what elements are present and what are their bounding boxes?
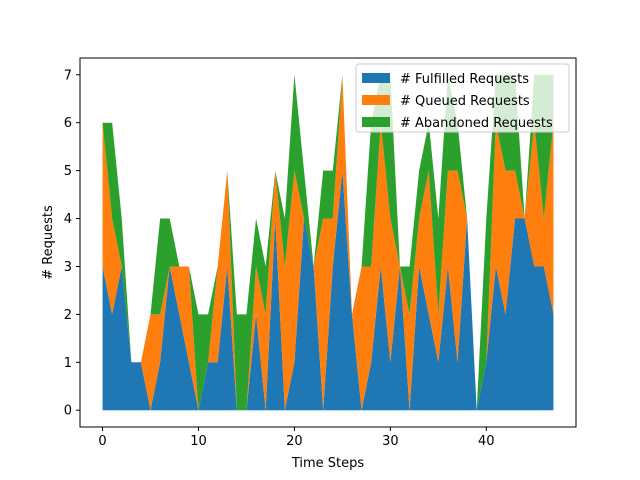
y-tick-label: 2 — [64, 308, 72, 323]
x-axis-label: Time Steps — [291, 456, 365, 471]
y-tick-label: 5 — [64, 164, 72, 179]
y-tick-label: 0 — [64, 404, 72, 419]
area-queued-requests — [102, 74, 554, 411]
y-tick-label: 3 — [64, 260, 72, 275]
x-tick-label: 20 — [286, 434, 303, 449]
legend-swatch — [362, 73, 390, 83]
x-tick-label: 40 — [478, 434, 495, 449]
y-tick-label: 6 — [64, 116, 72, 131]
y-tick-label: 7 — [64, 68, 72, 83]
legend-label: # Fulfilled Requests — [400, 72, 529, 87]
legend-swatch — [362, 117, 390, 127]
y-tick-label: 4 — [64, 212, 72, 227]
x-tick-label: 10 — [190, 434, 207, 449]
x-tick-label: 30 — [382, 434, 399, 449]
legend: # Fulfilled Requests # Queued Requests # A… — [355, 63, 570, 133]
legend-swatch — [362, 95, 390, 105]
x-tick-label: 0 — [98, 434, 106, 449]
y-axis-label: # Requests — [41, 205, 56, 280]
legend-label: # Queued Requests — [400, 94, 530, 109]
legend-box — [355, 63, 570, 133]
y-tick-label: 1 — [64, 356, 72, 371]
plot-frame — [79, 57, 577, 428]
area-fulfilled-requests — [102, 170, 554, 411]
legend-label: # Abandoned Requests — [400, 116, 553, 131]
